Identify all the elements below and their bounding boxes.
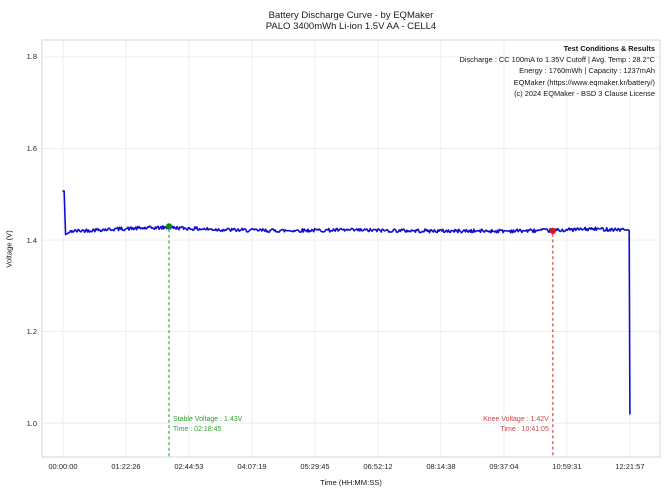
knee-voltage-label-line: Time : 10:41:05 [500, 426, 549, 433]
stable-voltage-marker [165, 223, 173, 230]
discharge-curve [62, 190, 631, 415]
test-conditions-title: Test Conditions & Results [563, 44, 655, 53]
y-tick-label: 1.8 [26, 52, 37, 62]
test-conditions-line: EQMaker (https://www.eqmaker.kr/battery/… [513, 77, 655, 87]
x-tick-label: 10:59:31 [552, 462, 582, 471]
y-tick-label: 1.2 [26, 327, 37, 337]
x-tick-label: 02:44:53 [174, 462, 204, 471]
x-tick-label: 12:21:57 [615, 462, 645, 471]
test-conditions-line: (c) 2024 EQMaker - BSD 3 Clause License [514, 88, 655, 98]
chart-subtitle: PALO 3400mWh Li-ion 1.5V AA - CELL4 [265, 21, 437, 32]
y-tick-label: 1.0 [26, 418, 37, 428]
test-conditions-lines: Discharge : CC 100mA to 1.35V Cutoff | A… [460, 54, 656, 99]
stable-voltage-label: Stable Voltage : 1.43V Time : 02:18:45 [173, 415, 242, 435]
y-tick-label: 1.4 [26, 235, 37, 245]
chart-title: Battery Discharge Curve - by EQMaker [268, 10, 434, 21]
x-tick-label: 04:07:19 [237, 462, 267, 471]
test-conditions-line: Energy : 1760mWh | Capacity : 1237mAh [519, 66, 655, 76]
knee-voltage-label: Knee Voltage : 1.42V Time : 10:41:05 [483, 415, 549, 435]
knee-voltage-marker [549, 227, 556, 234]
knee-voltage-label-line: Knee Voltage : 1.42V [483, 416, 549, 423]
stable-voltage-label-line: Stable Voltage : 1.43V [173, 416, 243, 423]
x-tick-label: 08:14:38 [426, 462, 456, 471]
x-tick-label: 01:22:26 [111, 462, 141, 471]
x-tick-label: 05:29:45 [300, 462, 330, 471]
plot-border [41, 39, 661, 458]
x-tick-label: 06:52:12 [363, 462, 393, 471]
x-axis-label: Time (HH:MM:SS) [320, 478, 382, 487]
x-tick-label: 09:37:04 [489, 462, 519, 471]
test-conditions-line: Discharge : CC 100mA to 1.35V Cutoff | A… [459, 55, 656, 65]
y-tick-label: 1.6 [26, 143, 37, 153]
x-tick-label: 00:00:00 [48, 462, 78, 471]
test-conditions-box: Test Conditions & Results Discharge : CC… [460, 43, 656, 99]
stable-voltage-label-line: Time : 02:18:45 [173, 426, 222, 433]
